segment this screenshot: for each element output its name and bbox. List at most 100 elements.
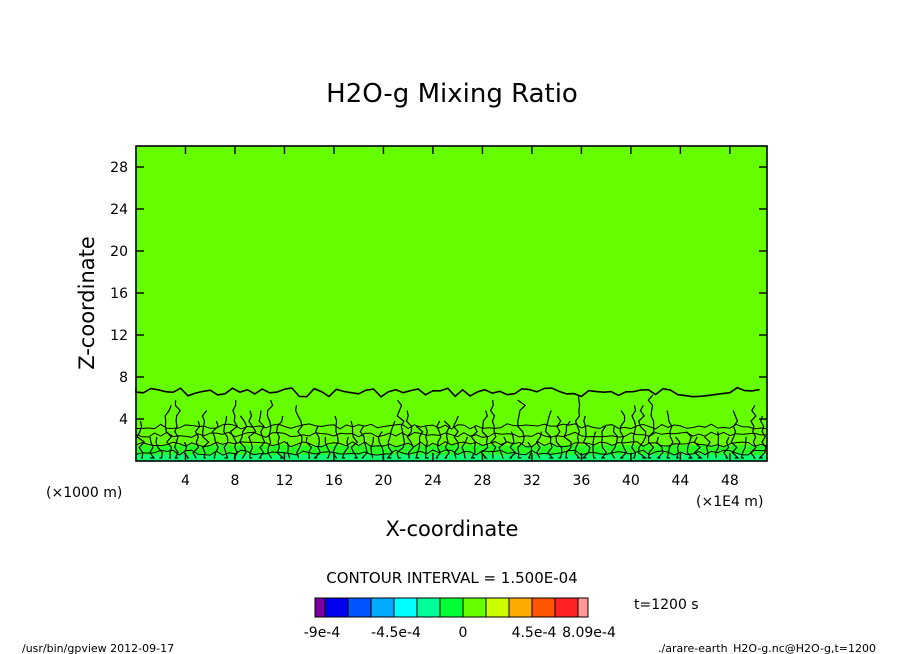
plume-contour [740,436,747,459]
plume-contour [563,420,572,459]
x-tick-label: 4 [181,473,190,489]
time-label: t=1200 s [634,597,699,613]
boundary-layer-top-contour [135,386,760,398]
plume-contour [637,405,648,459]
footer-right: ./arare-earth_H2O-g.nc@H2O-g,t=1200 [658,642,876,654]
plume-contour [386,420,396,459]
x-unit-note: (×1E4 m) [696,494,763,510]
plume-contour [535,431,543,459]
colorbar-label: -9e-4 [304,625,341,641]
colorbar-label: -4.5e-4 [371,625,421,641]
plume-contour [693,436,703,459]
plume-contour [435,420,442,459]
x-tick-label: 8 [231,473,240,489]
footer-left: /usr/bin/gpview 2012-09-17 [22,642,174,654]
plot-background [136,146,767,461]
colorbar-swatch [347,597,372,618]
horizontal-contour [135,449,768,456]
contour-interval: CONTOUR INTERVAL = 1.500E-04 [326,569,577,587]
plume-contour [192,420,201,459]
plume-contour [415,425,424,459]
chart-title: H2O-g Mixing Ratio [326,79,578,109]
plume-contour [517,399,527,459]
plume-contour [359,426,368,459]
plume-contour [656,436,664,459]
y-tick-label: 28 [110,160,128,176]
plume-contour [574,394,581,459]
plume-contour [324,436,331,459]
x-ticks: 4 8 12 16 20 24 28 32 36 40 44 48 [181,146,739,489]
plume-contour [461,436,468,459]
colorbar-swatch [531,597,556,618]
y-tick-label: 12 [110,328,128,344]
y-tick-label: 16 [110,286,128,302]
plume-contour [508,431,517,459]
plume-contour [527,441,533,459]
colorbar-swatch [314,597,326,618]
colorbar-swatch [554,597,579,618]
plume-contour [489,400,497,459]
surface-band [136,454,767,461]
plume-contour [248,410,257,459]
x-tick-label: 40 [622,473,640,489]
plume-contour [730,410,740,459]
plume-contour [396,399,406,459]
colorbar-swatch [393,597,418,618]
y-unit-note: (×1000 m) [46,485,122,501]
horizontal-contour [135,423,768,430]
y-tick-label: 20 [110,244,128,260]
x-tick-label: 12 [276,473,294,489]
plume-contour [704,436,711,459]
plume-contour [498,436,508,459]
colorbar-swatch [370,597,395,618]
plume-contour [155,436,164,459]
plume-contour [149,436,156,459]
plume-contour [443,420,451,459]
colorbar-swatch [462,597,487,618]
colorbar-label: 8.09e-4 [562,625,616,641]
plume-contour [581,415,591,459]
plume-contour [424,426,429,459]
plume-contour [266,399,274,459]
colorbar-swatch [577,597,589,618]
plume-contour [258,410,266,459]
y-tick-label: 4 [119,412,128,428]
colorbar-swatch [485,597,510,618]
plume-contour [647,394,655,459]
plume-contour [286,441,291,459]
plume-contour [452,415,460,459]
x-tick-label: 44 [671,473,689,489]
colorbar-swatch [508,597,533,618]
plume-contour [305,436,313,459]
x-tick-label: 28 [474,473,492,489]
plume-contour [758,415,767,459]
plume-contour [223,415,229,459]
plume-contour [600,426,608,459]
x-tick-label: 32 [523,473,541,489]
colorbar-swatch [439,597,464,618]
colorbar [314,597,589,618]
colorbar-label: 4.5e-4 [512,625,557,641]
plume-contour [666,410,674,459]
plume-contour [341,436,349,459]
x-axis-label: X-coordinate [386,517,519,541]
colorbar-labels: -9e-4 -4.5e-4 0 4.5e-4 8.09e-4 [304,625,616,641]
plume-contour [370,436,374,459]
horizontal-contour [135,431,768,438]
x-tick-label: 20 [375,473,393,489]
x-tick-label: 48 [721,473,739,489]
y-tick-label: 8 [119,370,128,386]
plume-contour [749,405,757,459]
y-axis-label: Z-coordinate [75,236,99,370]
x-tick-label: 16 [325,473,343,489]
plume-contour [174,400,181,459]
colorbar-swatch [416,597,441,618]
plume-contour [555,415,563,459]
y-tick-label: 24 [110,202,128,218]
plume-contour [675,436,681,459]
plume-contour [294,405,303,459]
plume-contour [470,426,478,459]
x-tick-label: 24 [424,473,442,489]
contour-lines [135,386,768,461]
